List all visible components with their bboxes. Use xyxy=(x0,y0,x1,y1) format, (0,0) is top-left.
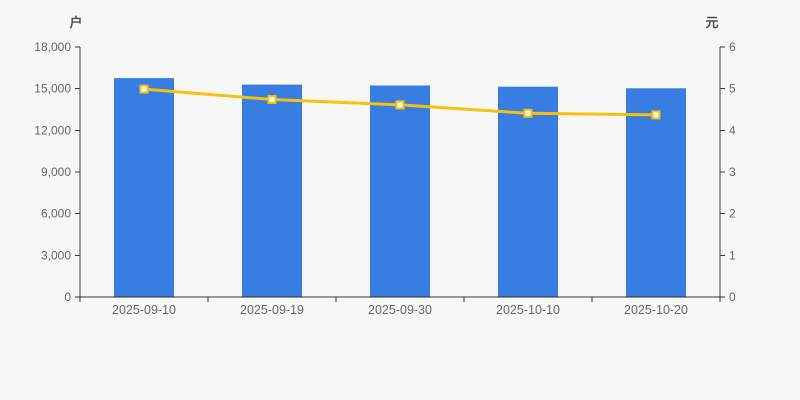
x-axis-category-label: 2025-10-10 xyxy=(496,303,560,317)
left-axis-tick-label: 9,000 xyxy=(41,165,71,179)
price-point-2025-10-10[interactable] xyxy=(523,108,533,118)
chart-plot-area: 0 3,000 6,000 9,000 12,000 15,000 18,000 0 1 2 3 4 5… xyxy=(34,40,736,317)
x-axis-category-label: 2025-10-20 xyxy=(624,303,688,317)
left-axis-tick-label: 0 xyxy=(64,290,71,304)
bar-2025-10-20[interactable] xyxy=(626,88,686,298)
left-axis-tick-label: 6,000 xyxy=(41,207,71,221)
right-axis-tick-label: 4 xyxy=(729,123,736,137)
left-axis-unit-label: 户 xyxy=(69,15,82,30)
price-point-2025-09-10[interactable] xyxy=(139,84,149,94)
price-point-2025-09-19[interactable] xyxy=(267,95,277,104)
right-axis-tick-label: 5 xyxy=(729,82,736,96)
bar-2025-10-10[interactable] xyxy=(498,86,558,297)
right-axis-tick-label: 3 xyxy=(729,165,736,179)
price-point-2025-10-20[interactable] xyxy=(651,110,661,120)
bar-2025-09-19[interactable] xyxy=(242,84,302,297)
right-axis-unit-label: 元 xyxy=(705,15,718,30)
left-axis-tick-label: 12,000 xyxy=(34,123,71,137)
bar-2025-09-10[interactable] xyxy=(114,78,174,297)
right-axis-tick-label: 1 xyxy=(729,248,736,262)
bar-2025-09-30[interactable] xyxy=(370,85,430,298)
price-point-2025-09-30[interactable] xyxy=(395,100,405,110)
left-axis-tick-label: 3,000 xyxy=(41,248,71,262)
right-axis-tick-label: 6 xyxy=(729,40,736,54)
x-axis-category-label: 2025-09-30 xyxy=(368,303,432,317)
x-axis-category-label: 2025-09-10 xyxy=(112,303,176,317)
x-axis-category-label: 2025-09-19 xyxy=(240,303,304,317)
left-axis-tick-label: 18,000 xyxy=(34,40,71,54)
right-axis-tick-label: 2 xyxy=(729,207,736,221)
right-axis-tick-label: 0 xyxy=(729,290,736,304)
left-axis-tick-label: 15,000 xyxy=(34,82,71,96)
